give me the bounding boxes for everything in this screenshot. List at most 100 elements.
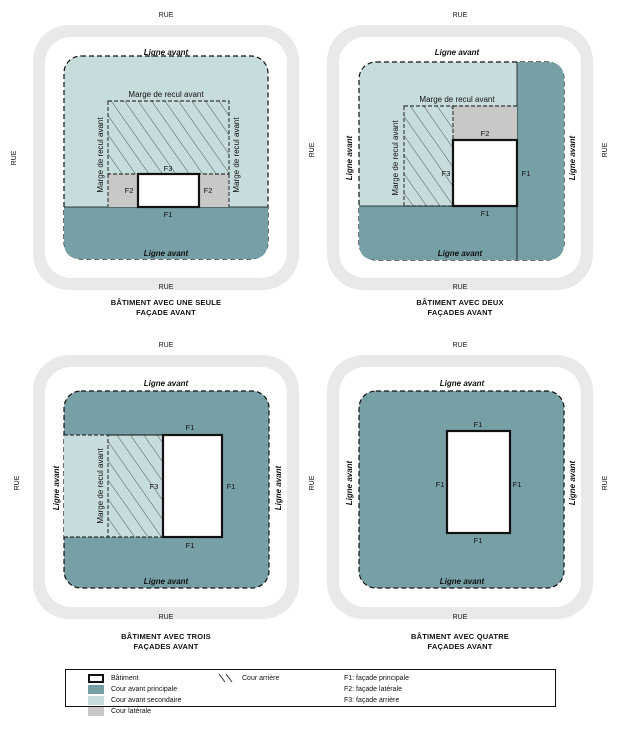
- street-label-top: RUE: [453, 342, 468, 349]
- front-line-label-bottom: Ligne avant: [144, 577, 189, 586]
- front-line-label-top: Ligne avant: [440, 379, 485, 388]
- setback-label-right: Marge de recul avant: [232, 117, 241, 193]
- building: [136, 172, 201, 209]
- street-label-left: RUE: [11, 150, 18, 165]
- main-front-yard: [64, 207, 268, 259]
- front-line-label-top: Ligne avant: [144, 48, 189, 57]
- caption-one-front: BÂTIMENT AVEC UNE SEULE FAÇADE AVANT: [66, 298, 266, 318]
- caption-line-1: BÂTIMENT AVEC TROIS: [121, 632, 211, 641]
- setback-label-left: Marge de recul avant: [96, 448, 105, 524]
- facade-code-f1-bottom: F1: [186, 541, 195, 550]
- side-yard-right: [199, 174, 229, 207]
- legend-secondary-front-yard: Cour avant secondaire: [88, 695, 181, 705]
- legend-building-label: Bâtiment: [111, 674, 139, 682]
- caption-line-1: BÂTIMENT AVEC UNE SEULE: [110, 298, 222, 307]
- panel-four-front: RUE Ligne avant F1 F1 F1 F1 Ligne avant …: [309, 342, 609, 621]
- front-line-label-top: Ligne avant: [435, 48, 480, 57]
- front-line-label-right: Ligne avant: [568, 135, 577, 180]
- legend-f1-label: F1: façade principale: [344, 674, 409, 682]
- facade-code-f2-right: F2: [204, 186, 213, 195]
- building: [161, 433, 224, 539]
- caption-four-front: BÂTIMENT AVEC QUATRE FAÇADES AVANT: [360, 632, 560, 652]
- caption-line-1: BÂTIMENT AVEC QUATRE: [410, 632, 510, 641]
- facade-code-f1-bottom: F1: [474, 536, 483, 545]
- caption-two-front: BÂTIMENT AVEC DEUX FAÇADES AVANT: [360, 298, 560, 318]
- panel-two-front: RUE Ligne avant Marge de recul avant F2 …: [309, 12, 609, 291]
- facade-code-f3: F3: [164, 164, 173, 173]
- caption-line-2: FAÇADES AVANT: [427, 308, 493, 317]
- facade-code-f1-top: F1: [186, 423, 195, 432]
- facade-code-f1-right: F1: [522, 169, 531, 178]
- facade-code-f1-left: F1: [436, 480, 445, 489]
- caption-line-2: FAÇADES AVANT: [427, 642, 493, 651]
- main-front-yard-bottom: [359, 206, 517, 260]
- facade-code-f1: F1: [164, 210, 173, 219]
- caption-line-2: FAÇADE AVANT: [136, 308, 196, 317]
- rear-yard: [107, 100, 230, 175]
- legend-side-yard-label: Cour latérale: [111, 707, 152, 715]
- hatch-swatch-icon: [218, 673, 233, 683]
- setback-label-left: Marge de recul avant: [391, 120, 400, 196]
- rear-yard: [107, 434, 164, 538]
- street-label-top: RUE: [159, 342, 174, 349]
- panel-one-front: RUE Ligne avant Marge de recul avant F3 …: [11, 12, 299, 291]
- front-line-label-bottom: Ligne avant: [144, 249, 189, 258]
- side-yard-swatch: [88, 706, 104, 716]
- legend-f3: F3: façade arrière: [344, 695, 399, 705]
- street-label-left: RUE: [309, 142, 316, 157]
- facade-code-f1-top: F1: [474, 420, 483, 429]
- facade-code-f2-left: F2: [125, 186, 134, 195]
- legend-rear-yard-label: Cour arrière: [242, 674, 280, 682]
- legend-main-front-yard: Cour avant principale: [88, 684, 177, 694]
- legend-main-front-yard-label: Cour avant principale: [111, 685, 178, 693]
- street-label-right: RUE: [602, 142, 609, 157]
- facade-code-f3: F3: [150, 482, 159, 491]
- main-front-yard-side: [517, 62, 564, 260]
- front-line-label-bottom: Ligne avant: [438, 249, 483, 258]
- facade-code-f2: F2: [481, 129, 490, 138]
- front-line-label-left: Ligne avant: [345, 135, 354, 180]
- rear-yard: [403, 105, 454, 207]
- street-label-top: RUE: [159, 12, 174, 19]
- building: [451, 138, 519, 208]
- front-line-label-right: Ligne avant: [274, 465, 283, 510]
- street-label-left: RUE: [309, 475, 316, 490]
- legend-f2-label: F2: façade latérale: [344, 685, 402, 693]
- caption-line-2: FAÇADES AVANT: [133, 642, 199, 651]
- front-line-label-bottom: Ligne avant: [440, 577, 485, 586]
- front-line-label-top: Ligne avant: [144, 379, 189, 388]
- legend-f2: F2: façade latérale: [344, 684, 402, 694]
- front-line-label-left: Ligne avant: [345, 460, 354, 505]
- legend-f1: F1: façade principale: [344, 673, 409, 683]
- caption-three-front: BÂTIMENT AVEC TROIS FAÇADES AVANT: [66, 632, 266, 652]
- street-label-top: RUE: [453, 12, 468, 19]
- setback-label: Marge de recul avant: [419, 95, 495, 104]
- street-label-right: RUE: [602, 475, 609, 490]
- street-label-left: RUE: [14, 475, 21, 490]
- street-label-bottom: RUE: [159, 614, 174, 621]
- building-swatch: [88, 673, 104, 683]
- caption-line-1: BÂTIMENT AVEC DEUX: [416, 298, 504, 307]
- front-line-label-right: Ligne avant: [568, 460, 577, 505]
- legend-building: Bâtiment: [88, 673, 139, 683]
- front-line-label-left: Ligne avant: [52, 465, 61, 510]
- legend-f3-label: F3: façade arrière: [344, 696, 400, 704]
- building: [445, 429, 512, 535]
- street-label-bottom: RUE: [453, 284, 468, 291]
- facade-code-f3: F3: [442, 169, 451, 178]
- facade-code-f1-right: F1: [513, 480, 522, 489]
- facade-code-f1-bottom: F1: [481, 209, 490, 218]
- street-label-bottom: RUE: [453, 614, 468, 621]
- legend-secondary-front-yard-label: Cour avant secondaire: [111, 696, 182, 704]
- street-label-bottom: RUE: [159, 284, 174, 291]
- secondary-front-yard-swatch: [88, 695, 104, 705]
- legend-side-yard: Cour latérale: [88, 706, 151, 716]
- setback-label: Marge de recul avant: [128, 90, 204, 99]
- setback-label-left: Marge de recul avant: [96, 117, 105, 193]
- panel-three-front: RUE Ligne avant F1 F3 F1 F1 Marge de rec…: [14, 342, 299, 621]
- legend: Bâtiment Cour avant principale Cour avan…: [65, 669, 556, 716]
- side-yard: [453, 106, 517, 140]
- side-yard-left: [108, 174, 138, 207]
- main-front-yard-swatch: [88, 684, 104, 694]
